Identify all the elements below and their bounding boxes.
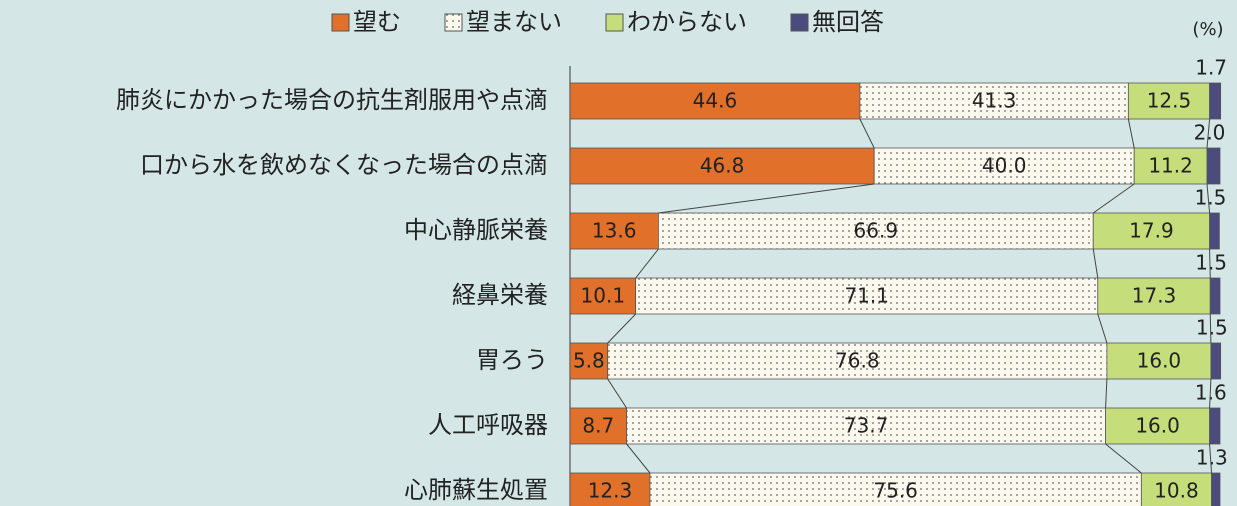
connector-line [859,118,875,149]
bar-pattern [607,343,1107,379]
value-label: 16.0 [1135,414,1180,438]
value-label: 76.8 [835,349,880,373]
connector-line [626,443,651,474]
value-label: 11.2 [1148,154,1193,178]
bar-segment [569,82,861,120]
bar-segment [569,147,875,185]
legend-label: 無回答 [812,8,884,36]
connector-line [1206,118,1211,149]
value-label: 1.5 [1196,316,1228,340]
bar-pattern [874,148,1135,184]
value-label: 10.8 [1154,479,1199,503]
connector-line [1105,443,1142,474]
category-label: 胃ろう [476,346,548,374]
value-label: 5.8 [573,349,605,373]
connector-line [658,183,875,214]
connector-line [1209,443,1213,474]
value-label: 1.3 [1196,446,1228,470]
category-label: 人工呼吸器 [428,411,548,439]
value-label: 75.6 [873,479,918,503]
connector-line [635,248,659,279]
legend-label: 望まない [466,8,562,36]
connector-line [607,313,637,344]
bar-segment [569,277,637,315]
value-label: 1.7 [1195,56,1227,80]
bar-segment [1209,407,1221,445]
legend-swatch [790,13,809,32]
legend-swatch [331,13,350,32]
bar-segment [1092,212,1210,250]
legend-label: わからない [627,8,747,36]
bar-pattern [649,473,1142,506]
unit-label: (%) [1192,19,1223,40]
connector-line [1092,248,1099,279]
connector-line [1092,183,1135,214]
bar-segment [1105,407,1210,445]
value-label: 17.9 [1129,219,1174,243]
value-label: 1.5 [1195,186,1227,210]
connector-line [1127,118,1135,149]
category-label: 経鼻栄養 [452,281,548,309]
bar-segment [1209,277,1221,315]
connector-line [1097,313,1108,344]
value-label: 13.6 [592,219,637,243]
connector-line [1209,378,1212,409]
bar-segment [1127,82,1210,120]
category-label: 口から水を飲めなくなった場合の点滴 [140,151,548,179]
bar-pattern [859,83,1129,119]
category-label: 肺炎にかかった場合の抗生剤服用や点滴 [116,86,548,114]
bar-segment [1211,472,1221,506]
bar-segment [1097,277,1211,315]
value-label: 10.1 [581,284,626,308]
value-label: 17.3 [1132,284,1177,308]
bar-segment [1209,82,1222,120]
value-label: 71.1 [844,284,889,308]
value-label: 12.3 [588,479,633,503]
value-label: 16.0 [1137,349,1182,373]
value-label: 40.0 [982,154,1027,178]
value-label: 73.7 [844,414,889,438]
connector-line [1206,183,1211,214]
connector-line [607,378,627,409]
category-label: 中心静脈栄養 [404,216,548,244]
value-label: 1.5 [1195,251,1227,275]
bar-segment [1133,147,1208,185]
value-label: 46.8 [700,154,745,178]
value-label: 66.9 [854,219,899,243]
value-label: 8.7 [582,414,614,438]
bar-segment [569,342,609,380]
legend-swatch-pattern [445,14,462,31]
value-label: 41.3 [972,89,1017,113]
bar-segment [1210,342,1222,380]
bar-segment [1106,342,1212,380]
legend-swatch [605,13,624,32]
bar-pattern [658,213,1094,249]
bar-pattern [635,278,1098,314]
bar-segment [569,472,651,506]
bar-segment [1209,212,1220,250]
connector-line [1209,313,1212,344]
connector-line [1209,248,1211,279]
bar-pattern [626,408,1106,444]
value-label: 44.6 [693,89,738,113]
value-label: 12.5 [1147,89,1192,113]
bar-segment [569,212,659,250]
bar-segment [1206,147,1221,185]
legend-label: 望む [353,8,401,36]
category-label: 心肺蘇生処置 [404,476,548,504]
connector-line [1105,378,1108,409]
